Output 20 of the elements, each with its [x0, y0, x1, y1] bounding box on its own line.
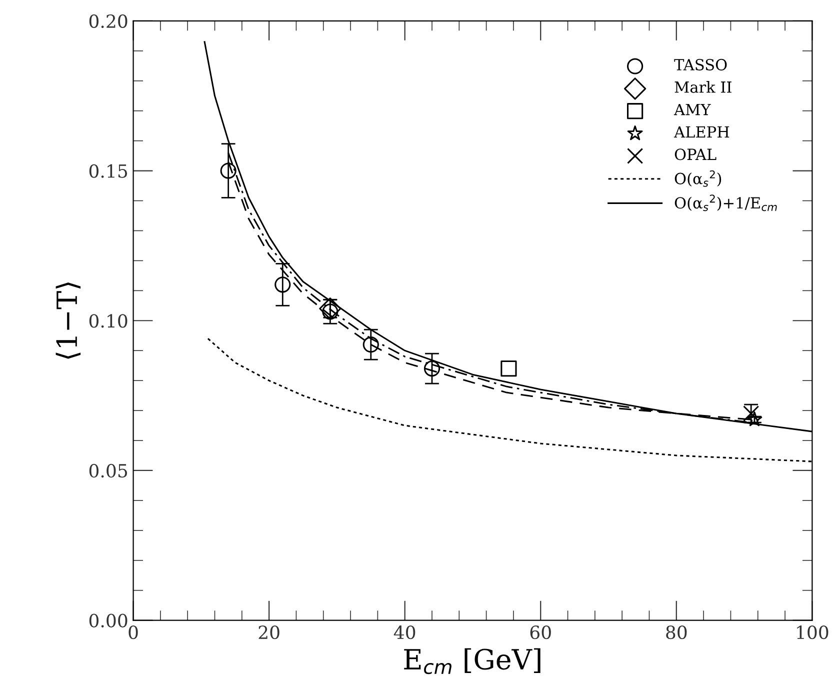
legend-label: O(α$_{s}$$^{2}$)	[674, 170, 722, 187]
y-axis-title: ⟨1−T⟩	[56, 282, 81, 359]
x-tick-label: 100	[797, 626, 828, 640]
x-tick-label: 40	[394, 626, 416, 640]
x-tick-label: 60	[530, 626, 551, 640]
legend-label: TASSO	[674, 58, 727, 70]
legend-label: Mark II	[674, 81, 732, 93]
y-tick-label: 0.10	[89, 314, 128, 328]
x-tick-label: 80	[666, 626, 687, 640]
legend-label: ALEPH	[674, 126, 730, 138]
legend-label: O(α$_{s}$$^{2}$)+1/E$_{cm}$	[674, 194, 777, 212]
y-tick-label: 0.00	[89, 614, 128, 628]
y-tick-label: 0.20	[89, 14, 128, 28]
x-tick-label: 20	[258, 626, 280, 640]
x-axis-title: E$_{cm}$ [GeV]	[404, 648, 540, 674]
y-tick-label: 0.05	[89, 464, 128, 478]
legend-label: OPAL	[674, 148, 716, 160]
y-tick-label: 0.15	[89, 164, 128, 178]
legend-label: AMY	[674, 104, 711, 116]
x-tick-label: 0	[128, 626, 138, 640]
